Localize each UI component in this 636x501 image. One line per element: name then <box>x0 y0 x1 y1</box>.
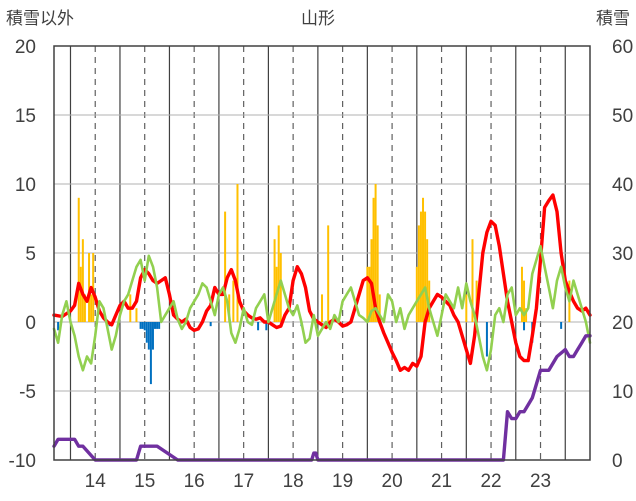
precip-bar <box>374 184 377 322</box>
negative-bar <box>257 322 260 331</box>
plot-frame <box>53 45 591 461</box>
left-tick-label: 20 <box>15 37 36 58</box>
precip-bar <box>422 197 425 322</box>
precip-bar <box>465 294 468 322</box>
x-day-label: 14 <box>85 471 107 492</box>
precip-bar <box>378 294 381 322</box>
precip-bar <box>92 253 95 322</box>
line-series <box>52 193 592 462</box>
precip-bar <box>376 225 379 322</box>
negative-bar <box>156 322 159 329</box>
negative-bar <box>149 322 152 385</box>
precip-bar <box>366 266 369 322</box>
negative-bar <box>143 322 146 331</box>
precip-bar <box>81 239 84 322</box>
right-tick-label: 50 <box>612 106 633 127</box>
precip-bar <box>232 280 235 322</box>
right-tick-label: 30 <box>612 244 633 265</box>
negative-bar <box>560 322 563 329</box>
negative-bar <box>265 322 268 331</box>
left-tick-label: 15 <box>15 106 36 127</box>
precip-bar <box>428 280 431 322</box>
right-axis-title: 積雪 <box>596 9 630 29</box>
negative-bar <box>485 322 488 357</box>
x-day-label: 19 <box>332 471 353 492</box>
precip-bar <box>135 308 138 322</box>
precip-bar <box>88 253 91 322</box>
precip-bar <box>525 308 528 322</box>
precip-bar <box>79 266 82 322</box>
x-day-label: 21 <box>431 471 452 492</box>
negative-bar <box>147 322 150 350</box>
precip-bar <box>327 225 330 322</box>
green-series-line <box>52 244 592 372</box>
precip-bar <box>279 253 282 322</box>
precip-bar <box>426 239 429 322</box>
precip-bar <box>90 294 93 322</box>
grid-lines <box>54 46 590 460</box>
left-tick-label: -10 <box>9 451 36 472</box>
precip-bar <box>277 225 280 322</box>
right-tick-label: 0 <box>612 451 623 472</box>
precip-bar <box>368 266 371 322</box>
right-tick-label: 20 <box>612 313 633 334</box>
red-series-line <box>52 193 592 372</box>
negative-bar <box>154 322 157 329</box>
right-tick-label: 40 <box>612 175 633 196</box>
negative-bar <box>209 322 212 327</box>
x-day-label: 18 <box>283 471 304 492</box>
precip-bar <box>321 294 323 322</box>
precip-bar <box>273 239 276 322</box>
purple-series-line <box>52 334 592 462</box>
precip-bar <box>520 266 523 322</box>
negative-bar <box>523 322 526 331</box>
negative-bar <box>151 322 154 350</box>
precip-bar <box>424 211 427 322</box>
precip-bar <box>417 225 420 322</box>
x-day-label: 23 <box>530 471 551 492</box>
negative-bar <box>57 322 60 331</box>
bar-series <box>57 184 571 385</box>
precip-bar <box>224 211 227 322</box>
negative-bar <box>158 322 161 329</box>
precip-bar <box>372 197 375 322</box>
x-day-label: 16 <box>184 471 205 492</box>
negative-bar <box>139 322 142 329</box>
chart-title: 山形 <box>301 9 335 29</box>
x-day-label: 17 <box>233 471 254 492</box>
precip-bar <box>523 280 526 322</box>
precip-bar <box>419 211 422 322</box>
left-tick-label: -5 <box>19 382 36 403</box>
x-day-label: 20 <box>382 471 403 492</box>
left-tick-label: 5 <box>25 244 36 265</box>
left-axis-title: 積雪以外 <box>6 9 74 29</box>
x-day-label: 15 <box>134 471 155 492</box>
right-tick-label: 10 <box>612 382 633 403</box>
precip-bar <box>83 294 86 322</box>
left-tick-label: 10 <box>15 175 36 196</box>
negative-bar <box>141 322 144 329</box>
precip-bar <box>77 197 80 322</box>
x-day-label: 22 <box>480 471 501 492</box>
precip-bar <box>415 266 418 322</box>
precip-bar <box>236 184 239 322</box>
left-tick-label: 0 <box>25 313 36 334</box>
right-tick-label: 60 <box>612 37 633 58</box>
precip-bar <box>471 239 474 322</box>
negative-bar <box>145 322 148 343</box>
